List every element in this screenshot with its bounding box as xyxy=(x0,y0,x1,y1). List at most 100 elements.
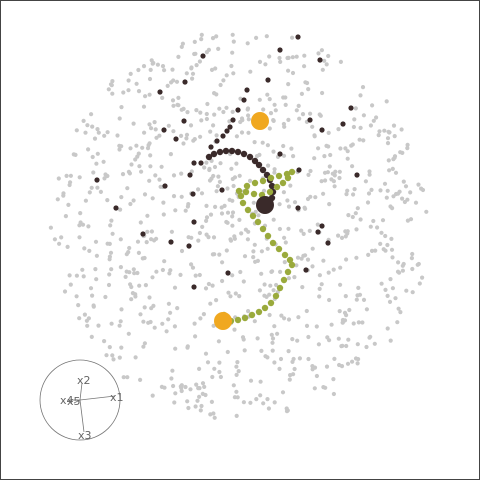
curve-point xyxy=(240,150,248,158)
background-point xyxy=(360,85,366,90)
background-point xyxy=(228,294,233,299)
background-point xyxy=(185,110,190,115)
background-point xyxy=(388,277,393,282)
background-point xyxy=(211,323,216,328)
background-point xyxy=(251,249,256,254)
background-point xyxy=(85,123,90,128)
background-point xyxy=(166,123,171,128)
background-point xyxy=(329,322,334,327)
background-point xyxy=(332,184,337,189)
background-point xyxy=(405,142,410,147)
background-point xyxy=(277,55,282,61)
background-point xyxy=(126,78,131,83)
background-point xyxy=(94,161,99,166)
background-point xyxy=(385,293,390,298)
background-point xyxy=(230,109,235,114)
background-point xyxy=(142,192,148,197)
background-point xyxy=(147,92,152,97)
background-point xyxy=(102,133,107,138)
background-point xyxy=(286,204,292,209)
background-point xyxy=(350,164,355,169)
background-point xyxy=(264,34,269,39)
background-point xyxy=(170,368,175,373)
background-point xyxy=(282,316,287,321)
background-point xyxy=(343,146,348,151)
background-point xyxy=(230,198,235,203)
background-point xyxy=(212,252,217,257)
background-point xyxy=(218,374,223,380)
background-point xyxy=(132,271,137,276)
background-point xyxy=(265,143,270,148)
background-point xyxy=(396,260,401,265)
background-point xyxy=(160,267,165,273)
background-point xyxy=(71,152,76,157)
background-point xyxy=(168,268,173,273)
background-point xyxy=(126,331,131,336)
background-point xyxy=(127,245,132,251)
curve-point xyxy=(210,150,218,158)
background-point xyxy=(211,173,216,179)
background-point xyxy=(312,134,317,139)
background-point xyxy=(157,177,162,182)
background-point xyxy=(219,211,225,216)
background-point xyxy=(320,67,325,72)
background-point xyxy=(236,369,241,374)
background-point xyxy=(294,54,299,59)
background-point xyxy=(416,182,421,187)
background-point xyxy=(107,257,112,262)
background-point xyxy=(299,228,304,233)
background-point xyxy=(306,172,311,177)
large-dark-point xyxy=(256,196,274,214)
background-point xyxy=(267,292,272,297)
background-point xyxy=(252,319,257,324)
dark-point xyxy=(315,229,321,235)
background-point xyxy=(57,241,62,246)
background-point xyxy=(188,387,193,392)
background-point xyxy=(105,198,110,203)
dark-point xyxy=(303,267,309,273)
background-point xyxy=(102,339,107,344)
background-point xyxy=(258,393,263,398)
dark-point xyxy=(340,121,346,127)
background-point xyxy=(157,133,162,138)
background-point xyxy=(263,62,268,67)
background-point xyxy=(224,105,229,110)
background-point xyxy=(321,258,326,263)
background-point xyxy=(169,80,174,85)
background-point xyxy=(233,291,238,296)
background-point xyxy=(202,384,207,389)
background-point xyxy=(410,266,415,272)
axis-label-x3: x3 xyxy=(78,429,92,442)
background-point xyxy=(136,89,142,94)
background-point xyxy=(162,68,167,73)
background-point xyxy=(248,400,253,405)
background-point xyxy=(247,178,253,183)
background-point xyxy=(180,41,185,46)
background-point xyxy=(109,267,114,272)
background-point xyxy=(106,282,112,288)
background-point xyxy=(256,213,261,218)
background-point xyxy=(234,413,239,418)
background-point xyxy=(283,102,288,107)
background-point xyxy=(312,156,317,161)
background-point xyxy=(105,173,110,179)
background-point xyxy=(337,169,342,174)
background-point xyxy=(230,273,235,278)
background-point xyxy=(118,265,123,270)
background-point xyxy=(417,281,422,286)
background-point xyxy=(218,82,223,88)
background-point xyxy=(297,116,302,121)
background-point xyxy=(261,188,267,193)
background-point xyxy=(173,391,178,396)
background-point xyxy=(252,242,257,247)
background-point xyxy=(215,184,220,189)
background-point xyxy=(210,283,215,288)
background-point xyxy=(82,246,87,251)
background-point xyxy=(282,235,287,240)
background-point xyxy=(366,191,372,196)
background-point xyxy=(138,312,143,317)
background-point xyxy=(403,184,409,189)
background-point xyxy=(277,366,282,371)
dark-point xyxy=(319,127,325,133)
background-point xyxy=(68,180,73,185)
